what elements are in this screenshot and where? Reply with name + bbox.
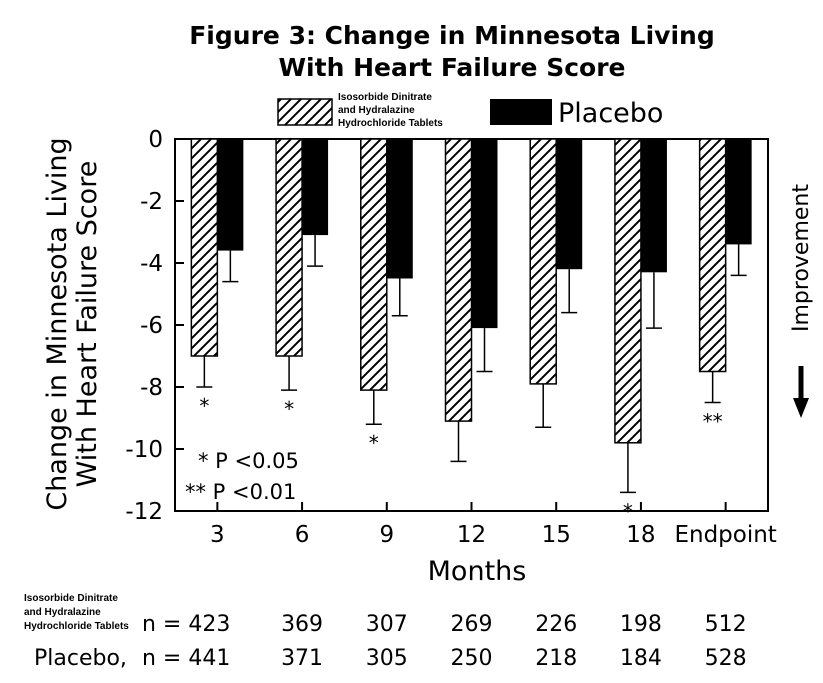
legend-swatch-placebo <box>490 99 552 125</box>
significance-marker: ** <box>703 410 723 434</box>
x-tick-label: 3 <box>210 522 225 548</box>
y-axis: 0 -2 -4 -6 -8 -10 -12 <box>125 127 184 525</box>
legend-label-line-3: Hydrochloride Tablets <box>338 118 443 129</box>
n-cell: 250 <box>451 646 493 671</box>
n-cell: 512 <box>705 612 747 637</box>
bar-treatment <box>360 138 388 391</box>
y-tick-label: -10 <box>125 437 163 463</box>
bar-placebo <box>471 139 498 329</box>
n-cell: 226 <box>535 612 577 637</box>
bar-treatment <box>444 138 473 422</box>
y-axis-label-line-1: Change in Minnesota Living <box>42 137 73 510</box>
n-cell: 184 <box>620 646 662 671</box>
n-cell: 371 <box>281 646 323 671</box>
bar-treatment <box>275 138 303 357</box>
bar-placebo <box>386 139 413 279</box>
n-row-2-prefix: n = 441 <box>142 646 230 671</box>
bar-placebo <box>556 139 583 270</box>
bar-treatment <box>529 138 557 385</box>
x-tick-label: 12 <box>457 522 486 548</box>
x-tick-label: 15 <box>542 522 571 548</box>
x-axis: 3 6 9 12 15 18 Endpoint <box>210 502 777 548</box>
y-tick-label: -8 <box>140 375 163 401</box>
legend-label-line-2: and Hydralazine <box>338 105 415 116</box>
y-tick-label: -2 <box>140 189 163 215</box>
error-bars <box>196 235 747 494</box>
y-tick-label: -12 <box>125 499 163 525</box>
y-axis-label: Change in Minnesota Living With Heart Fa… <box>42 137 103 510</box>
bar-treatment <box>614 138 642 444</box>
significance-marker: * <box>284 397 294 421</box>
y-tick-label: -4 <box>140 251 163 277</box>
legend-swatch-hatched <box>277 98 333 126</box>
x-tick-label: 18 <box>626 522 655 548</box>
bar-placebo <box>217 139 244 251</box>
n-row-1-prefix: n = 423 <box>142 612 230 637</box>
x-tick-label: 9 <box>379 522 394 548</box>
bar-placebo <box>725 139 752 245</box>
y-tick-label: -6 <box>140 313 163 339</box>
y-axis-label-line-2: With Heart Failure Score <box>72 161 103 488</box>
n-row-1-label-line-2: and Hydralazine <box>24 607 101 618</box>
improvement-label: Improvement <box>789 184 814 332</box>
significance-markers: * ***** <box>199 394 722 523</box>
bar-treatment <box>190 138 219 357</box>
significance-legend-2: ** P <0.01 <box>185 480 296 504</box>
significance-legend-1: * P <0.05 <box>198 449 299 473</box>
n-cell: 369 <box>281 612 323 637</box>
n-cell: 269 <box>451 612 493 637</box>
n-cell: 307 <box>366 612 408 637</box>
legend-label-line-1: Isosorbide Dinitrate <box>338 92 432 103</box>
n-row-1-label-line-1: Isosorbide Dinitrate <box>24 593 118 604</box>
x-tick-label: Endpoint <box>674 522 776 548</box>
x-tick-label: 6 <box>295 522 310 548</box>
bar-treatment <box>698 138 727 373</box>
bar-placebo <box>302 139 329 236</box>
n-row-1-label-line-3: Hydrochloride Tablets <box>24 621 129 632</box>
chart-title-line-2: With Heart Failure Score <box>278 53 625 82</box>
chart-title-line-1: Figure 3: Change in Minnesota Living <box>189 21 715 50</box>
legend: Isosorbide Dinitrate and Hydralazine Hyd… <box>277 92 663 129</box>
bar-placebo <box>640 139 667 273</box>
significance-marker: * <box>623 499 633 523</box>
n-cell: 528 <box>705 646 747 671</box>
n-cell: 198 <box>620 612 662 637</box>
bars <box>190 138 752 444</box>
legend-label-placebo: Placebo <box>558 98 663 129</box>
significance-marker: * <box>369 431 379 455</box>
n-row-2-label: Placebo, <box>34 646 127 671</box>
significance-marker: * <box>199 394 209 418</box>
improvement-arrow-icon <box>793 366 809 418</box>
n-table: Isosorbide Dinitrate and Hydralazine Hyd… <box>24 593 747 671</box>
y-tick-label: 0 <box>148 127 163 153</box>
n-cell: 305 <box>366 646 408 671</box>
n-cell: 218 <box>535 646 577 671</box>
x-axis-label: Months <box>428 556 527 587</box>
